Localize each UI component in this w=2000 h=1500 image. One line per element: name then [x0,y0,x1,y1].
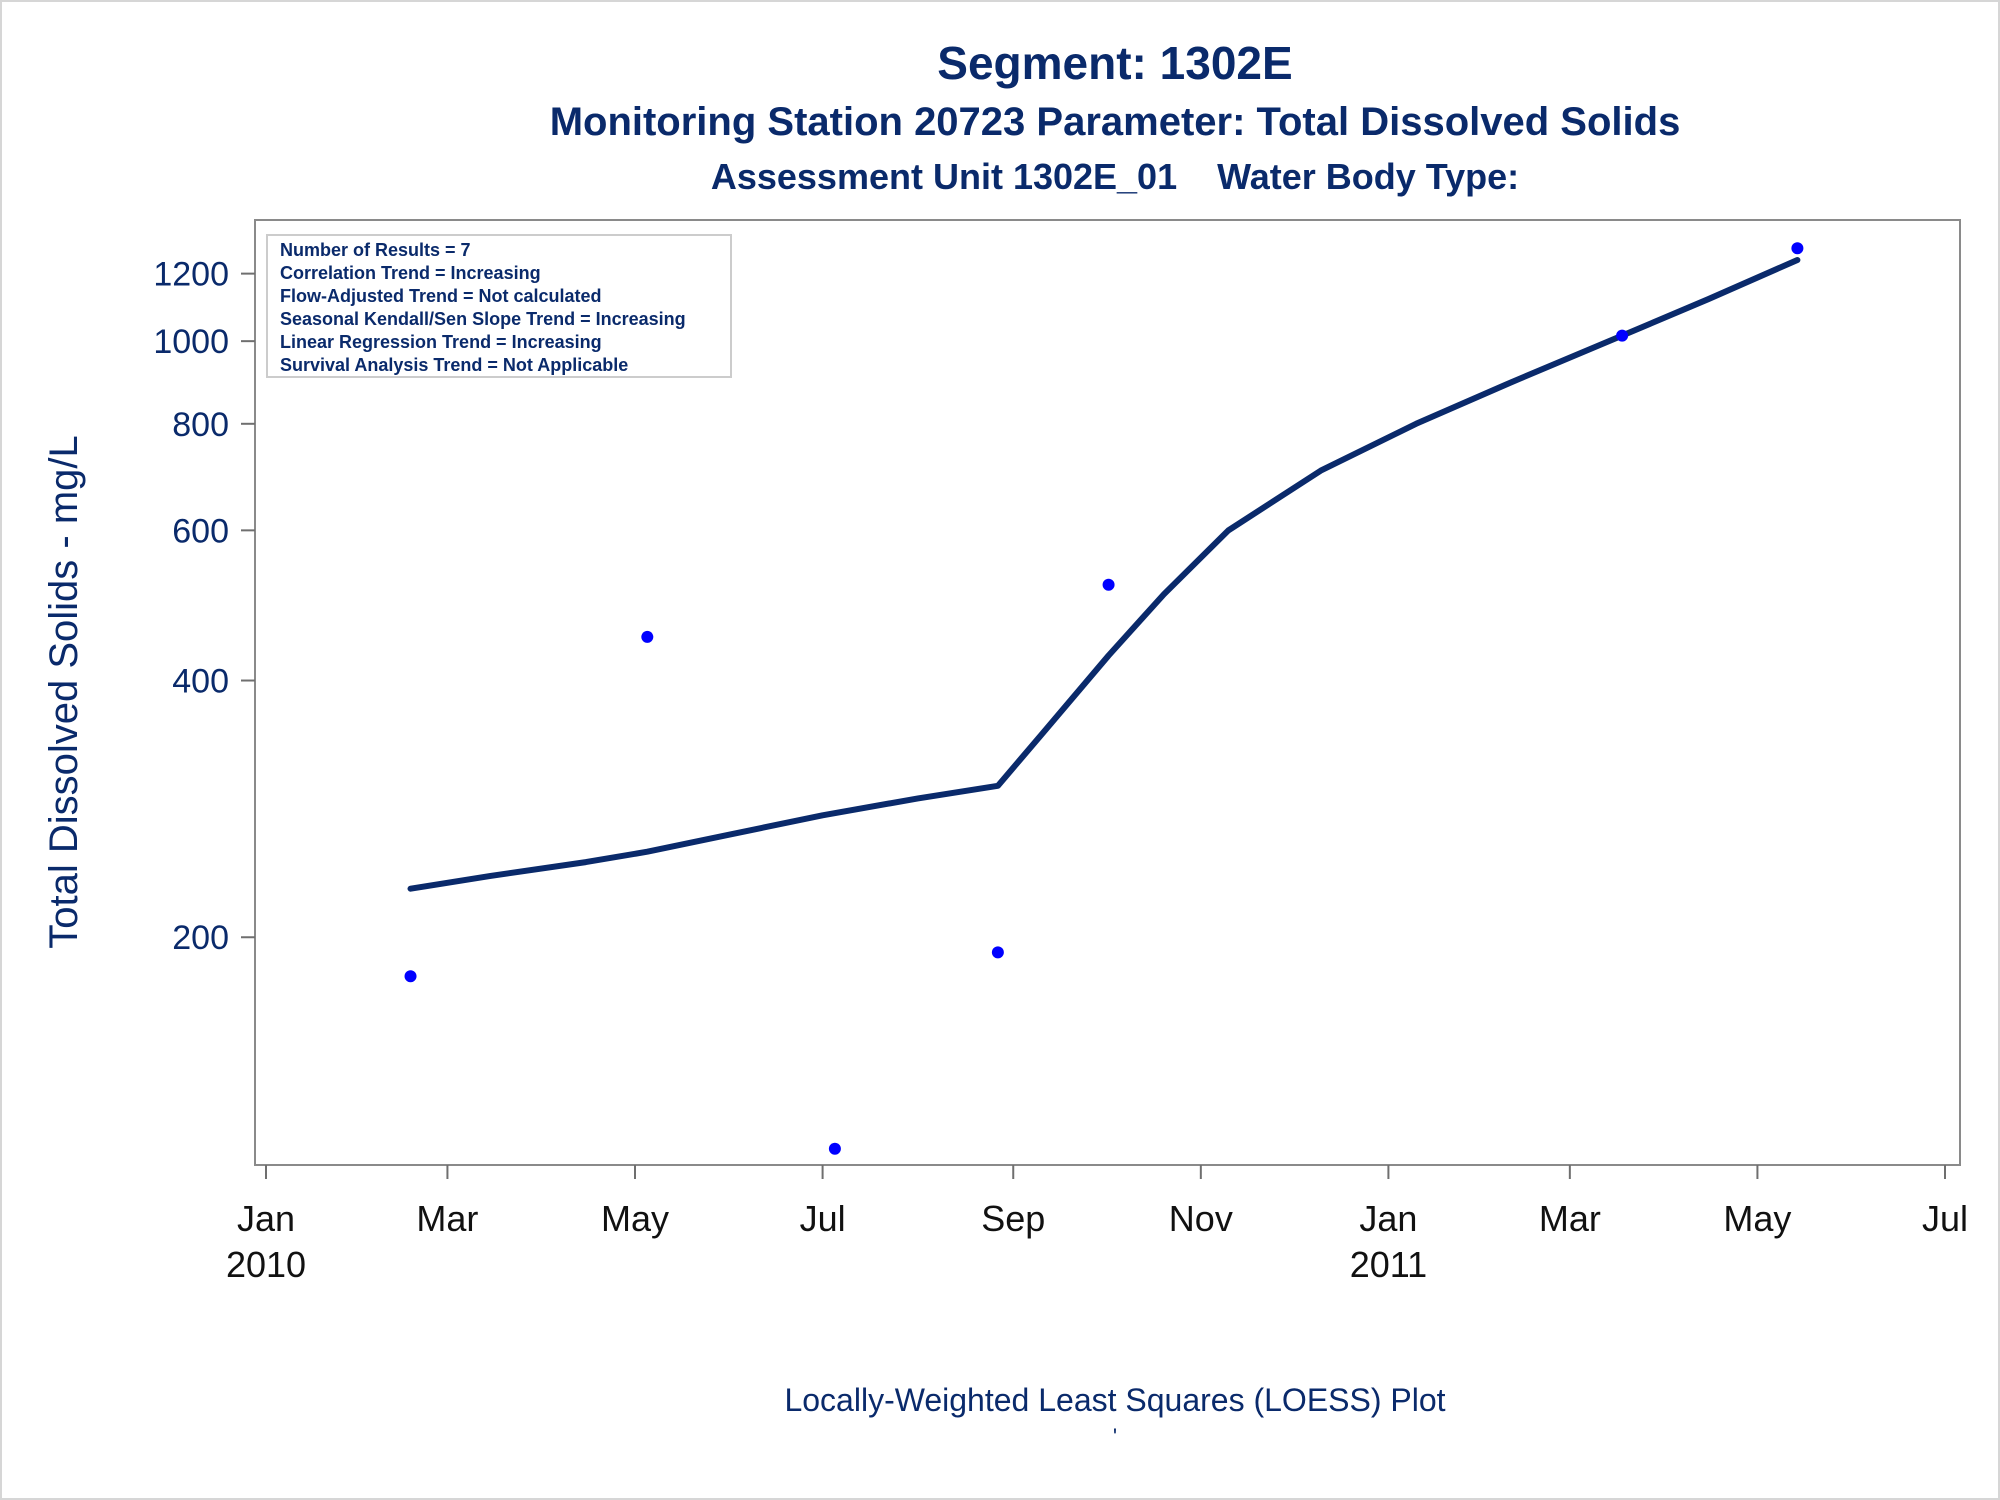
chart-subtitle: Monitoring Station 20723 Parameter: Tota… [549,100,1681,144]
data-point [1791,242,1804,255]
chart-subtitle-2: Assessment Unit 1302E_01 Water Body Type… [0,156,2000,198]
stats-legend-line: Correlation Trend = Increasing [280,263,541,283]
x-tick-label: Mar [416,1198,478,1239]
y-tick-label: 1000 [153,323,229,361]
x-tick-label: May [1723,1198,1791,1239]
stats-legend-line: Flow-Adjusted Trend = Not calculated [280,286,602,306]
y-tick-label: 1200 [153,256,229,294]
y-tick-label: 800 [172,406,229,444]
x-tick-label: Jul [1922,1198,1968,1239]
x-tick-year-label: 2011 [1350,1244,1427,1285]
chart-title: Segment: 1302E [937,37,1293,89]
data-point [1102,578,1115,591]
stats-legend-line: Survival Analysis Trend = Not Applicable [280,355,628,375]
stats-legend-line: Seasonal Kendall/Sen Slope Trend = Incre… [280,309,686,329]
x-tick-label: May [601,1198,669,1239]
stats-legend-line: Linear Regression Trend = Increasing [280,332,602,352]
stats-legend-box [266,234,732,378]
data-point [641,630,654,643]
data-point [991,946,1004,959]
stats-legend-line: Number of Results = 7 [280,240,471,260]
footnote: Locally-Weighted Least Squares (LOESS) P… [784,1382,1446,1418]
y-tick-label: 200 [172,919,229,957]
data-point [828,1142,841,1155]
plot-layer: 200 400 600 800 1000 1200 Jan 2010 Mar May Jul Sep N… [42,219,1968,1285]
y-tick-label: 400 [172,663,229,701]
x-tick-label: Jul [800,1198,846,1239]
data-point [1616,329,1629,342]
loess-line [407,257,1801,892]
footnote-mark: ' [1112,1424,1118,1449]
y-tick-label: 600 [172,512,229,550]
data-point [404,970,417,983]
x-tick-label: Mar [1539,1198,1601,1239]
x-tick-label: Jan [237,1198,295,1239]
x-tick-label: Sep [981,1198,1045,1239]
chart-subtitle-2-text: Assessment Unit 1302E_01 Water Body Type… [710,156,1520,197]
x-tick-year-label: 2010 [226,1244,306,1285]
x-tick-label: Nov [1169,1198,1233,1239]
y-axis-label: Total Dissolved Solids - mg/L [42,435,86,949]
x-tick-label: Jan [1359,1198,1417,1239]
plot-area [254,219,1961,1166]
